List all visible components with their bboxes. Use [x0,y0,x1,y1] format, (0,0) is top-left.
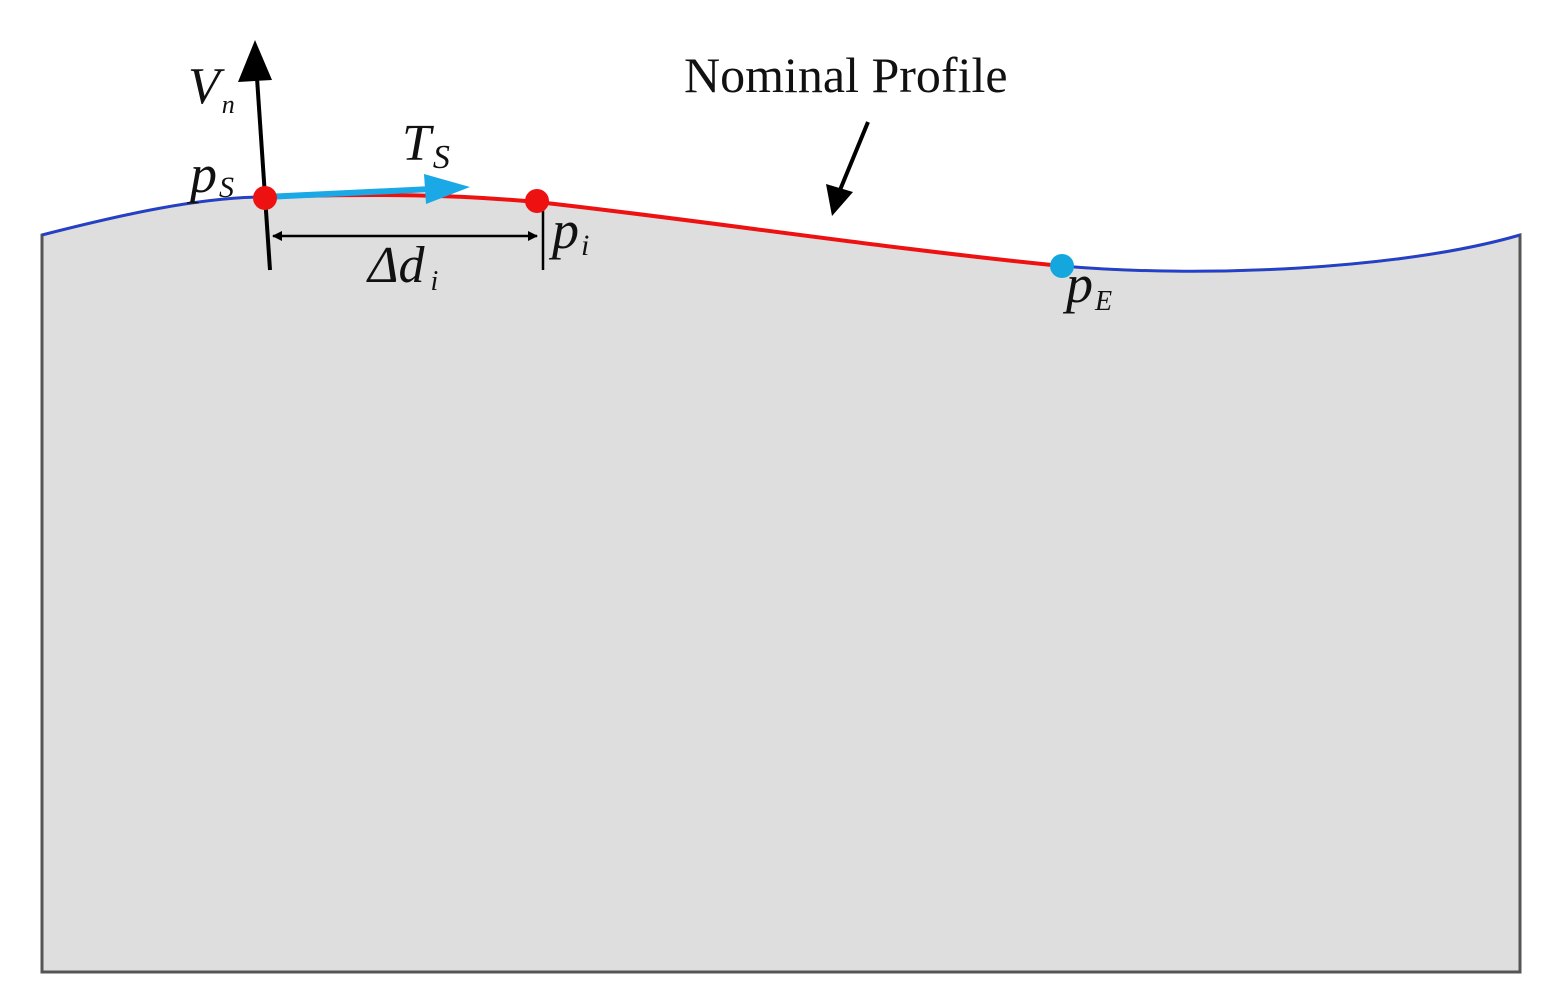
start-point-marker [253,186,277,210]
intermediate-point-marker [525,189,549,213]
start-point-label: pS [186,144,234,204]
normal-vector-label: Vn [188,58,235,119]
nominal-profile-label: Nominal Profile [684,47,1008,103]
end-point-marker [1050,254,1074,278]
spacing-label: Δd i [366,237,438,297]
normal-arrow [238,40,272,271]
end-point-label: pE [1062,254,1112,317]
intermediate-point-label: pi [548,200,589,262]
workpiece-body [40,193,1522,974]
profile-segment [264,192,1063,268]
spacing-dimension [272,205,545,270]
tangent-vector-label: TS [402,115,450,176]
nominal-profile-leader [826,121,870,216]
tangent-arrow [264,174,470,204]
